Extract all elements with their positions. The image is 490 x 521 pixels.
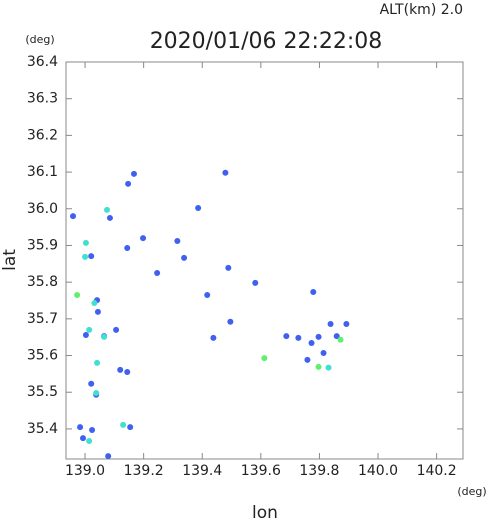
plot-frame xyxy=(65,61,464,460)
point xyxy=(106,214,113,221)
point xyxy=(82,239,89,246)
point xyxy=(104,206,111,213)
point xyxy=(315,333,322,340)
x-tick-label: 139.2 xyxy=(124,463,164,479)
point xyxy=(86,326,93,333)
point xyxy=(94,308,101,315)
point xyxy=(140,235,147,242)
point xyxy=(343,320,350,327)
x-axis-label: lon xyxy=(252,503,278,521)
point xyxy=(308,340,315,347)
point xyxy=(327,320,334,327)
x-tick-label: 140.0 xyxy=(358,463,398,479)
point xyxy=(120,421,127,428)
point xyxy=(117,366,124,373)
x-tick-label: 139.0 xyxy=(65,463,105,479)
point xyxy=(91,300,98,307)
point xyxy=(320,349,327,356)
y-axis-label: lat xyxy=(0,249,20,271)
x-tick-label: 139.8 xyxy=(299,463,339,479)
y-unit: (deg) xyxy=(25,33,54,46)
y-tick-label: 35.7 xyxy=(27,311,58,327)
point xyxy=(333,333,340,340)
x-unit: (deg) xyxy=(457,485,486,498)
point xyxy=(261,355,268,362)
point xyxy=(82,253,89,260)
y-tick-label: 36.1 xyxy=(27,164,58,180)
point xyxy=(227,318,234,325)
point xyxy=(125,180,132,187)
point xyxy=(77,424,84,431)
y-tick-label: 36.2 xyxy=(27,127,58,143)
point xyxy=(304,356,311,363)
x-tick-label: 139.6 xyxy=(241,463,281,479)
point xyxy=(89,427,96,434)
y-tick-label: 35.8 xyxy=(27,274,58,290)
point xyxy=(82,331,89,338)
point xyxy=(105,453,112,460)
y-tick-label: 36.4 xyxy=(27,54,58,70)
y-tick-label: 35.5 xyxy=(27,384,58,400)
x-tick-label: 140.2 xyxy=(417,463,457,479)
point xyxy=(222,169,229,176)
point xyxy=(337,336,344,343)
point xyxy=(88,253,95,260)
point xyxy=(252,279,259,286)
point xyxy=(79,435,86,442)
point xyxy=(310,289,317,296)
point xyxy=(283,333,290,340)
point xyxy=(154,269,161,276)
point xyxy=(127,424,134,431)
y-tick-label: 36.0 xyxy=(27,201,58,217)
point xyxy=(88,380,95,387)
point xyxy=(295,334,302,341)
point xyxy=(74,291,81,298)
point xyxy=(113,326,120,333)
chart-title: 2020/01/06 22:22:08 xyxy=(150,29,383,54)
point xyxy=(325,364,332,371)
point xyxy=(70,213,77,220)
point xyxy=(210,334,217,341)
x-tick-label: 139.4 xyxy=(182,463,222,479)
point xyxy=(315,363,322,370)
point xyxy=(94,359,101,366)
point xyxy=(174,238,181,245)
point xyxy=(86,438,93,445)
point xyxy=(181,254,188,261)
point xyxy=(101,333,108,340)
y-tick-label: 35.6 xyxy=(27,348,58,364)
point xyxy=(204,291,211,298)
y-tick-label: 35.9 xyxy=(27,237,58,253)
y-tick-label: 35.4 xyxy=(27,421,58,437)
point xyxy=(124,369,131,376)
y-tick-label: 36.3 xyxy=(27,91,58,107)
altitude-header: ALT(km) 2.0 xyxy=(380,2,463,18)
point xyxy=(195,205,202,212)
point xyxy=(124,245,131,252)
point xyxy=(93,389,100,396)
point xyxy=(225,264,232,271)
point xyxy=(130,170,137,177)
